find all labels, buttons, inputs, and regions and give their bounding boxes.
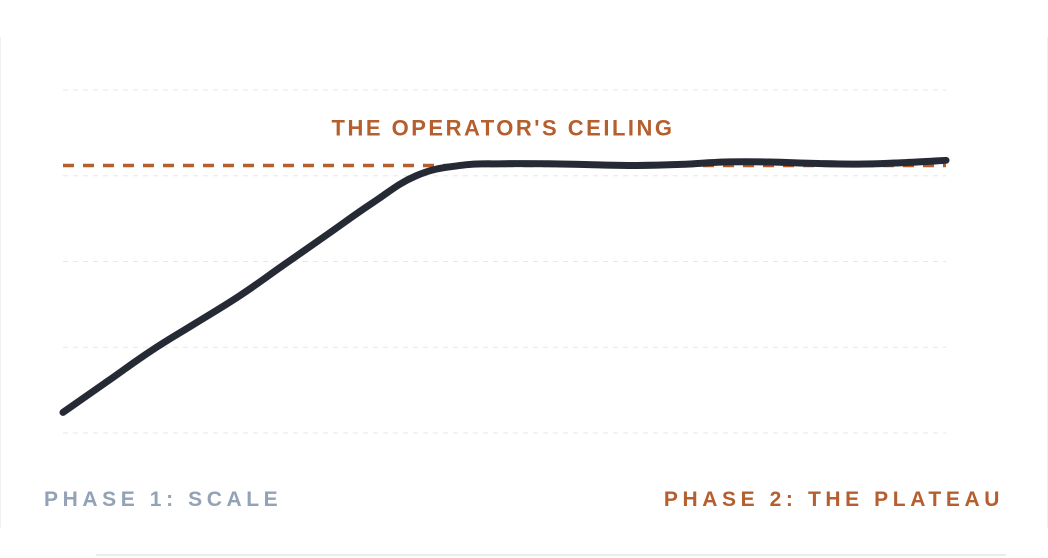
series-line: [59, 156, 950, 416]
phase-2-label: PHASE 2: THE PLATEAU: [663, 488, 1004, 511]
chart-card: [0, 37, 1048, 528]
divider: [96, 554, 1006, 556]
phase-1-label: PHASE 1: SCALE: [44, 488, 283, 511]
ceiling-label: THE OPERATOR'S CEILING: [332, 115, 675, 140]
gridlines: [63, 89, 946, 434]
